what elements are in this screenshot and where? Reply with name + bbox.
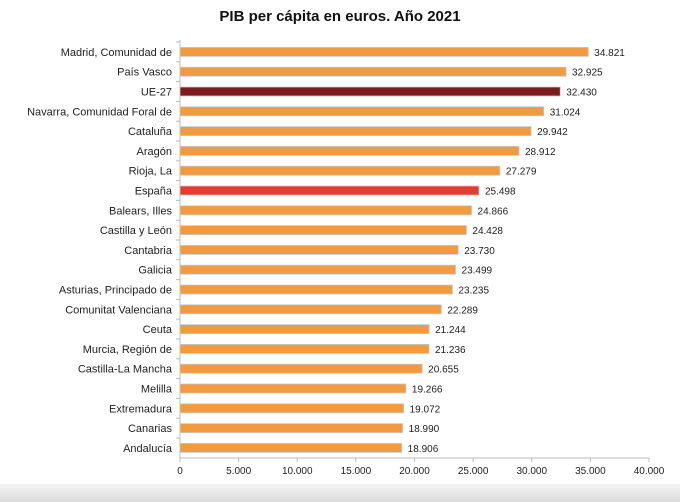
data-label: 27.279 <box>506 167 537 178</box>
data-label: 29.942 <box>537 127 568 138</box>
category-label: Canarias <box>128 423 173 435</box>
bar <box>179 66 567 77</box>
bar <box>179 383 407 394</box>
bar <box>179 106 545 117</box>
bar <box>179 225 467 236</box>
bar <box>179 244 459 255</box>
category-label: Aragón <box>137 146 172 158</box>
chart-title: PIB per cápita en euros. Año 2021 <box>219 8 461 25</box>
bar <box>179 423 404 434</box>
data-label: 34.821 <box>594 48 625 59</box>
category-label: Balears, Illes <box>109 205 172 217</box>
category-label: Cataluña <box>128 126 173 138</box>
category-label: Ceuta <box>143 324 173 336</box>
x-tick-label: 10.000 <box>282 466 313 477</box>
x-tick-label: 25.000 <box>458 466 489 477</box>
category-label: Castilla-La Mancha <box>78 364 173 376</box>
bar <box>179 442 403 453</box>
data-label: 18.990 <box>409 424 440 435</box>
data-label: 23.730 <box>464 246 495 257</box>
bar <box>179 363 423 374</box>
bar <box>179 47 589 57</box>
category-label: Cantabria <box>124 245 173 257</box>
data-label: 23.235 <box>458 286 489 297</box>
bar <box>179 86 561 97</box>
category-label: Asturias, Principado de <box>59 285 172 297</box>
category-label: UE-27 <box>141 87 172 99</box>
bar <box>179 264 456 275</box>
bar <box>179 284 453 295</box>
category-label: Rioja, La <box>129 166 173 178</box>
category-label: Comunitat Valenciana <box>65 304 173 316</box>
data-label: 24.428 <box>472 226 503 237</box>
data-label: 25.498 <box>485 187 516 198</box>
category-label: Extremadura <box>109 403 173 415</box>
category-label: Castilla y León <box>100 225 172 237</box>
data-label: 32.925 <box>572 68 603 79</box>
data-label: 21.236 <box>435 345 466 356</box>
x-tick-label: 30.000 <box>516 466 547 477</box>
bar <box>179 205 472 216</box>
x-tick-label: 5.000 <box>226 466 251 477</box>
data-label: 19.072 <box>410 404 441 415</box>
bar <box>179 126 532 136</box>
category-label: Melilla <box>141 384 173 396</box>
category-label: Andalucía <box>123 443 173 455</box>
bar <box>179 145 520 156</box>
data-label: 23.499 <box>462 266 493 277</box>
category-label: Galicia <box>138 265 173 277</box>
bar <box>179 403 405 414</box>
bar <box>179 165 501 176</box>
x-tick-label: 15.000 <box>341 466 372 477</box>
x-tick-label: 0 <box>177 466 183 477</box>
footer-gradient <box>0 484 680 502</box>
bar <box>179 343 430 354</box>
x-tick-label: 20.000 <box>399 466 430 477</box>
bar <box>179 324 430 335</box>
data-label: 18.906 <box>408 444 439 455</box>
bar <box>179 304 442 315</box>
x-tick-label: 40.000 <box>634 466 665 477</box>
category-label: España <box>135 186 173 198</box>
category-label: Madrid, Comunidad de <box>61 47 172 59</box>
data-label: 19.266 <box>412 385 443 396</box>
category-label: Murcia, Región de <box>83 344 172 356</box>
category-label: País Vasco <box>117 67 172 79</box>
data-label: 22.289 <box>447 305 478 316</box>
data-label: 28.912 <box>525 147 556 158</box>
data-label: 21.244 <box>435 325 466 336</box>
bar-chart: Madrid, Comunidad de 34.821 País Vasco 32.9… <box>27 40 665 477</box>
data-label: 20.655 <box>428 365 459 376</box>
data-label: 32.430 <box>566 88 597 99</box>
x-tick-label: 35.000 <box>575 466 606 477</box>
data-label: 24.866 <box>478 206 509 217</box>
bar <box>179 185 480 196</box>
data-label: 31.024 <box>550 107 581 118</box>
category-label: Navarra, Comunidad Foral de <box>27 106 172 118</box>
